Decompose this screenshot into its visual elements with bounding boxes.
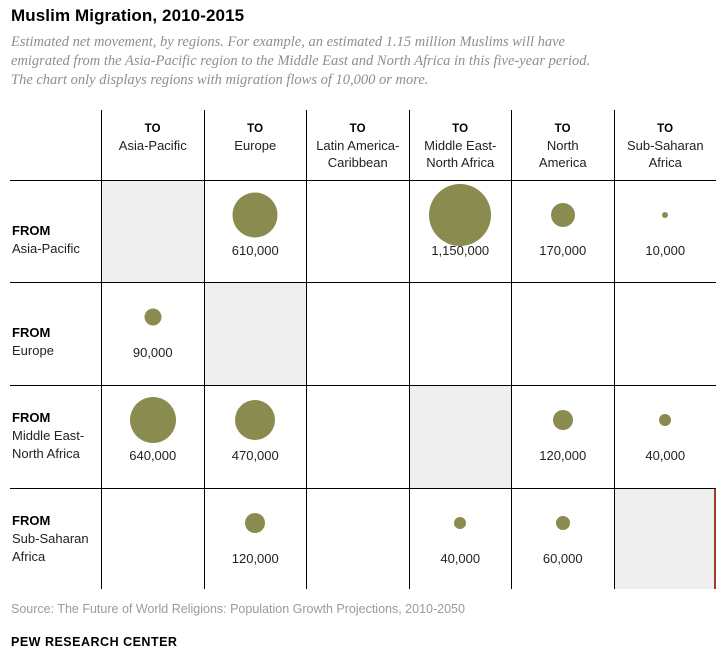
bubble-value-label: 1,150,000 bbox=[431, 243, 490, 258]
cell-from-asia-pacific-to-europe: 610,000 bbox=[203, 181, 306, 283]
row-header-line-1: Middle East- bbox=[12, 428, 85, 443]
column-header-to-europe: TO Europe bbox=[203, 110, 306, 181]
row-header-label: FROM Middle East- North Africa bbox=[12, 409, 84, 463]
migration-bubble-middle-east-north-africa-to-north-america bbox=[552, 410, 573, 430]
to-label: TO bbox=[554, 123, 571, 135]
to-label: TO bbox=[144, 123, 161, 135]
bubble-value-label: 40,000 bbox=[440, 551, 481, 566]
row-header-label: FROM Sub-Saharan Africa bbox=[12, 512, 89, 566]
cell-from-sub-saharan-africa-to-asia-pacific bbox=[101, 489, 204, 589]
row-header-line-2: North Africa bbox=[12, 446, 80, 461]
row-header-line-2: Africa bbox=[12, 549, 46, 564]
column-header-line-1: Latin America- bbox=[316, 138, 400, 153]
cell-from-europe-to-asia-pacific: 90,000 bbox=[101, 283, 204, 386]
column-header-to-sub-saharan-africa: TO Sub-Saharan Africa bbox=[613, 110, 716, 181]
column-header-line-1: North bbox=[546, 138, 579, 153]
bubble-value-label: 120,000 bbox=[231, 551, 279, 566]
bubble-value-label: 470,000 bbox=[231, 448, 279, 463]
migration-bubble-middle-east-north-africa-to-asia-pacific bbox=[129, 397, 176, 443]
cell-from-sub-saharan-africa-to-europe: 120,000 bbox=[203, 489, 306, 589]
from-label: FROM bbox=[12, 223, 51, 238]
cell-from-middle-east-north-africa-to-north-america: 120,000 bbox=[511, 386, 614, 489]
chart-title: Muslim Migration, 2010-2015 bbox=[11, 6, 245, 25]
cell-from-asia-pacific-to-middle-east-north-africa: 1,150,000 bbox=[408, 181, 511, 283]
to-label: TO bbox=[247, 123, 264, 135]
migration-bubble-asia-pacific-to-europe bbox=[232, 192, 278, 238]
column-header-line-2: Africa bbox=[648, 155, 682, 170]
cell-from-sub-saharan-africa-to-latin-america-caribbean bbox=[306, 489, 409, 589]
matrix-corner-cell bbox=[10, 110, 101, 181]
row-header-from-asia-pacific: FROM Asia-Pacific bbox=[10, 181, 101, 283]
migration-bubble-middle-east-north-africa-to-europe bbox=[235, 400, 276, 440]
migration-matrix: TO Asia-Pacific TO Europe TO Latin America- Ca… bbox=[10, 110, 716, 589]
cell-from-sub-saharan-africa-to-sub-saharan-africa bbox=[613, 489, 716, 589]
chart-subtitle-line-1: Estimated net movement, by regions. For … bbox=[11, 34, 565, 50]
cell-from-asia-pacific-to-latin-america-caribbean bbox=[306, 181, 409, 283]
row-header-label: FROM Asia-Pacific bbox=[12, 222, 80, 258]
column-header-line-1: Middle East- bbox=[424, 138, 497, 153]
bubble-value-label: 610,000 bbox=[231, 243, 279, 258]
column-header-line-1: Europe bbox=[234, 138, 277, 153]
pew-research-center-wordmark: PEW RESEARCH CENTER bbox=[11, 635, 178, 649]
bubble-value-label: 10,000 bbox=[645, 243, 686, 258]
migration-bubble-europe-to-asia-pacific bbox=[144, 308, 162, 326]
cell-from-europe-to-latin-america-caribbean bbox=[306, 283, 409, 386]
cell-from-sub-saharan-africa-to-middle-east-north-africa: 40,000 bbox=[408, 489, 511, 589]
row-header-from-europe: FROM Europe bbox=[10, 283, 101, 386]
from-label: FROM bbox=[12, 410, 51, 425]
from-label: FROM bbox=[12, 325, 51, 340]
row-header-line-1: Asia-Pacific bbox=[12, 241, 80, 256]
migration-bubble-asia-pacific-to-middle-east-north-africa bbox=[429, 184, 492, 246]
cell-from-middle-east-north-africa-to-asia-pacific: 640,000 bbox=[101, 386, 204, 489]
bubble-value-label: 40,000 bbox=[645, 448, 686, 463]
row-header-label: FROM Europe bbox=[12, 324, 54, 360]
cell-from-middle-east-north-africa-to-latin-america-caribbean bbox=[306, 386, 409, 489]
column-header-line-2: America bbox=[538, 155, 587, 170]
migration-bubble-sub-saharan-africa-to-middle-east-north-africa bbox=[454, 517, 467, 529]
to-label: TO bbox=[349, 123, 366, 135]
source-note: Source: The Future of World Religions: P… bbox=[11, 602, 465, 616]
from-label: FROM bbox=[12, 513, 51, 528]
row-header-from-middle-east-north-africa: FROM Middle East- North Africa bbox=[10, 386, 101, 489]
column-header-to-latin-america-caribbean: TO Latin America- Caribbean bbox=[306, 110, 409, 181]
column-header-line-2: Caribbean bbox=[327, 155, 388, 170]
cell-from-europe-to-sub-saharan-africa bbox=[613, 283, 716, 386]
row-header-line-1: Europe bbox=[12, 343, 54, 358]
bubble-value-label: 120,000 bbox=[539, 448, 587, 463]
column-header-line-2: North Africa bbox=[426, 155, 495, 170]
migration-bubble-sub-saharan-africa-to-north-america bbox=[555, 516, 570, 530]
bubble-value-label: 170,000 bbox=[539, 243, 587, 258]
cell-from-europe-to-middle-east-north-africa bbox=[408, 283, 511, 386]
cell-from-asia-pacific-to-north-america: 170,000 bbox=[511, 181, 614, 283]
cell-from-asia-pacific-to-asia-pacific bbox=[101, 181, 204, 283]
chart-subtitle-line-3: The chart only displays regions with mig… bbox=[11, 72, 429, 88]
migration-bubble-middle-east-north-africa-to-sub-saharan-africa bbox=[659, 414, 672, 426]
column-header-to-asia-pacific: TO Asia-Pacific bbox=[101, 110, 204, 181]
to-label: TO bbox=[657, 123, 674, 135]
column-header-line-1: Asia-Pacific bbox=[118, 138, 187, 153]
cell-from-middle-east-north-africa-to-sub-saharan-africa: 40,000 bbox=[613, 386, 716, 489]
to-label: TO bbox=[452, 123, 469, 135]
bubble-value-label: 640,000 bbox=[129, 448, 177, 463]
cell-from-europe-to-europe bbox=[203, 283, 306, 386]
column-header-to-north-america: TO North America bbox=[511, 110, 614, 181]
bubble-value-label: 90,000 bbox=[132, 345, 173, 360]
column-header-line-1: Sub-Saharan bbox=[626, 138, 704, 153]
chart-subtitle: Estimated net movement, by regions. For … bbox=[11, 33, 590, 90]
cell-from-middle-east-north-africa-to-europe: 470,000 bbox=[203, 386, 306, 489]
migration-bubble-asia-pacific-to-north-america bbox=[550, 203, 575, 227]
bubble-value-label: 60,000 bbox=[542, 551, 583, 566]
cell-from-sub-saharan-africa-to-north-america: 60,000 bbox=[511, 489, 614, 589]
migration-bubble-asia-pacific-to-sub-saharan-africa bbox=[662, 212, 669, 218]
cell-from-middle-east-north-africa-to-middle-east-north-africa bbox=[408, 386, 511, 489]
row-header-line-1: Sub-Saharan bbox=[12, 531, 89, 546]
chart-subtitle-line-2: emigrated from the Asia-Pacific region t… bbox=[11, 53, 591, 69]
row-header-from-sub-saharan-africa: FROM Sub-Saharan Africa bbox=[10, 489, 101, 589]
column-header-to-middle-east-north-africa: TO Middle East- North Africa bbox=[408, 110, 511, 181]
cell-from-asia-pacific-to-sub-saharan-africa: 10,000 bbox=[613, 181, 716, 283]
migration-bubble-sub-saharan-africa-to-europe bbox=[245, 513, 266, 533]
cell-from-europe-to-north-america bbox=[511, 283, 614, 386]
